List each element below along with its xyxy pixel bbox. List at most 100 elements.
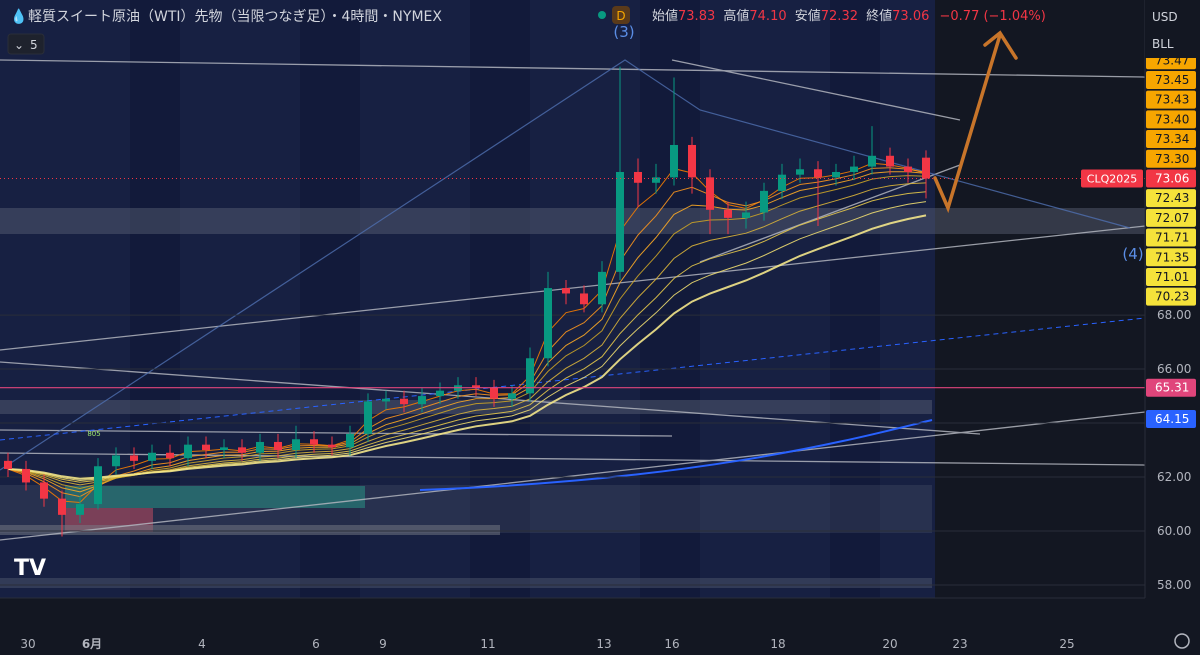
price-label-bg (1146, 228, 1196, 247)
zone (65, 486, 365, 508)
candle-body (760, 190, 768, 213)
price-label: 71.71 (1155, 231, 1189, 245)
y-tick-label: 60.00 (1157, 524, 1191, 538)
candle-body (22, 468, 30, 483)
value: 72.32 (821, 9, 858, 24)
price-label: 73.40 (1155, 112, 1189, 126)
unit[interactable]: BLL (1152, 37, 1174, 51)
candle-body (526, 358, 534, 394)
price-label: 71.35 (1155, 250, 1189, 264)
candle-body (598, 271, 606, 305)
price-label: 73.45 (1155, 73, 1189, 87)
currency[interactable]: USD (1152, 10, 1178, 24)
note: 805 (87, 430, 100, 438)
candle-body (796, 169, 804, 175)
candle-body (328, 444, 336, 448)
label: 始値 (652, 8, 678, 24)
candle-body (508, 393, 516, 399)
candle-body (472, 385, 480, 388)
price-tag: 73.06 (1155, 171, 1189, 185)
candle-body (688, 144, 696, 178)
moving-average (7, 175, 927, 490)
price-label-bg (1146, 90, 1196, 109)
time-axis (0, 598, 1145, 655)
price-label-bg (1146, 410, 1196, 429)
price-label: 72.43 (1155, 191, 1189, 205)
price-label-bg (1146, 378, 1196, 397)
candle-body (814, 169, 822, 178)
x-tick-label: 4 (198, 637, 206, 651)
label: 安値 (795, 8, 821, 24)
candle-body (238, 447, 246, 453)
x-tick-label: 20 (882, 637, 897, 651)
candle-body (310, 439, 318, 445)
trendline (0, 429, 673, 437)
moving-average (7, 167, 927, 498)
price-label: 71.01 (1155, 270, 1189, 284)
x-tick-label: 13 (596, 637, 611, 651)
moving-average (7, 171, 927, 493)
price-label: 73.34 (1155, 132, 1189, 146)
candle-body (292, 439, 300, 451)
candle-body (742, 212, 750, 218)
average-curve (419, 419, 933, 491)
candle-body (616, 171, 624, 272)
x-tick-label: 23 (952, 637, 967, 651)
x-tick-label: 6 (312, 637, 320, 651)
badge[interactable]: D (616, 9, 625, 23)
value: 73.83 (678, 9, 715, 24)
candle-body (184, 444, 192, 459)
status-dot (598, 11, 606, 19)
plot (0, 66, 1145, 586)
candle-body (94, 466, 102, 505)
candle-body (130, 455, 138, 461)
price-label-bg (1146, 287, 1196, 306)
ohlc: 始値73.83 高値74.10 安値72.32 終値73.06 −0.77 (−… (652, 8, 1046, 24)
x-tick-label: 6月 (82, 637, 102, 651)
candle-body (256, 441, 264, 453)
price-label: 65.31 (1155, 381, 1189, 395)
value: 73.06 (892, 9, 929, 24)
change: −0.77 (−1.04%) (940, 9, 1046, 24)
trendline (0, 225, 1146, 351)
candle-body (724, 209, 732, 218)
x-tick-label: 9 (379, 637, 387, 651)
x-tick-label: 16 (664, 637, 679, 651)
trendline (0, 59, 1146, 78)
wave-line (0, 59, 1131, 471)
price-label: 73.30 (1155, 152, 1189, 166)
y-tick-label: 66.00 (1157, 362, 1191, 376)
price-label: 72.07 (1155, 211, 1189, 225)
candle-body (400, 398, 408, 405)
candle-body (220, 447, 228, 451)
candle-body (418, 396, 426, 405)
x-tick-label: 18 (770, 637, 785, 651)
price-label: 70.23 (1155, 290, 1189, 304)
badge-bg[interactable] (612, 6, 630, 24)
symbol-title: 軽質スイート原油（WTI）先物（当限つなぎ足）・4時間・NYMEX (28, 9, 442, 25)
price-label: 73.43 (1155, 93, 1189, 107)
forecast-arrow (933, 30, 1018, 214)
time-band (470, 0, 530, 598)
price-label-bg (1146, 130, 1196, 149)
currency-box (1145, 0, 1200, 58)
candle-body (490, 387, 498, 399)
candle-body (922, 157, 930, 179)
price-label-bg (1146, 149, 1196, 168)
indicator-toggle[interactable] (7, 33, 45, 55)
price-label-bg (1146, 267, 1196, 286)
indicator-count[interactable]: 5 (30, 38, 38, 52)
trendline (0, 411, 1146, 541)
candle-body (58, 498, 66, 515)
candle-body (4, 460, 12, 469)
candle-body (148, 452, 156, 461)
candle-body (868, 155, 876, 167)
settings-icon[interactable] (1174, 633, 1190, 649)
y-tick-label: 68.00 (1157, 308, 1191, 322)
label: 終値 (866, 8, 892, 24)
trendline (671, 59, 961, 121)
chevron: ⌄ (14, 38, 24, 52)
candle-body (40, 482, 48, 499)
moving-average (7, 182, 927, 486)
